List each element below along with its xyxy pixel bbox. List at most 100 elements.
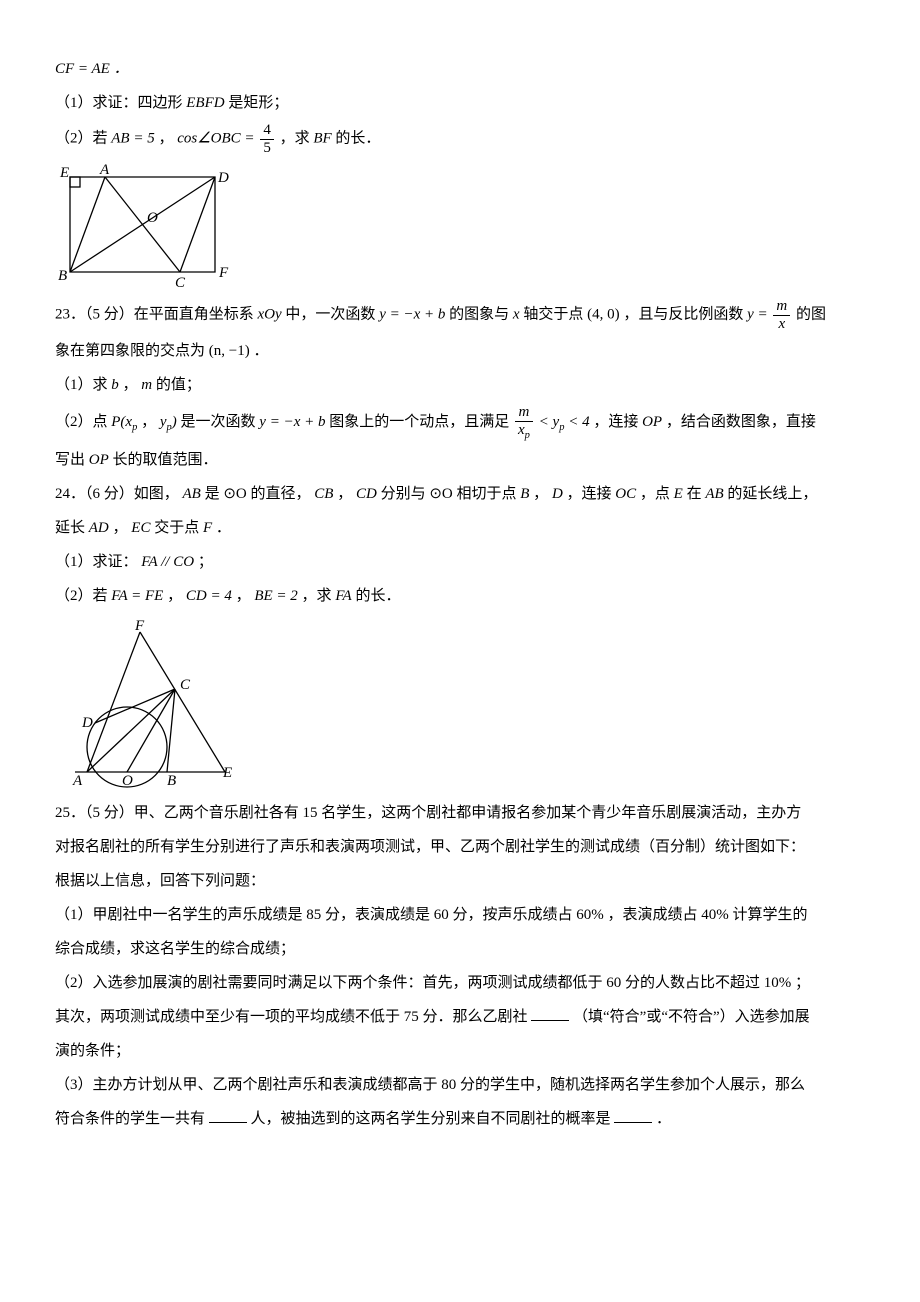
q23-line2: 象在第四象限的交点为 (n, −1) ．: [55, 336, 865, 366]
text: （2）若: [55, 130, 108, 146]
math: E: [674, 486, 683, 502]
text: 在: [687, 486, 702, 502]
text: 的图: [796, 306, 826, 322]
text: 中，一次函数: [285, 306, 375, 322]
math: F: [203, 520, 212, 536]
label-A: A: [99, 162, 110, 178]
math: AB: [183, 486, 201, 502]
denominator: xp: [515, 422, 533, 442]
math: FA // CO: [141, 554, 194, 570]
math: y: [160, 414, 167, 430]
text: 的长．: [355, 588, 400, 604]
blank: [531, 1005, 569, 1021]
math: CD: [356, 486, 377, 502]
q25-p3b: 符合条件的学生一共有 人，被抽选到的这两名学生分别来自不同剧社的概率是 ．: [55, 1104, 865, 1134]
text: （1）求证：: [55, 554, 138, 570]
q22-part2: （2）若 AB = 5 ， cos∠OBC = 4 5 ，求 BF 的长．: [55, 122, 865, 156]
text: 交于点: [154, 520, 199, 536]
text: 符合条件的学生一共有: [55, 1111, 209, 1127]
label-O: O: [122, 773, 133, 789]
q25-line3: 根据以上信息，回答下列问题：: [55, 866, 865, 896]
math: x: [513, 306, 520, 322]
math: ): [172, 414, 177, 430]
q25-p2b: 其次，两项测试成绩中至少有一项的平均成绩不低于 75 分．那么乙剧社 （填“符合…: [55, 1002, 865, 1032]
math: B: [520, 486, 529, 502]
label-E: E: [222, 765, 232, 781]
text: ，求: [280, 130, 310, 146]
q25-p1b: 综合成绩，求这名学生的综合成绩；: [55, 934, 865, 964]
q25-p3: （3）主办方计划从甲、乙两个剧社声乐和表演成绩都高于 80 分的学生中，随机选择…: [55, 1070, 865, 1100]
math: BE = 2: [254, 588, 297, 604]
q25-p2: （2）入选参加展演的剧社需要同时满足以下两个条件：首先，两项测试成绩都低于 60…: [55, 968, 865, 998]
label-B: B: [167, 773, 176, 789]
q22-figure: E A D B C F O: [55, 162, 230, 292]
label-C: C: [175, 275, 186, 291]
math: (n, −1): [209, 343, 250, 359]
text: ，: [158, 130, 177, 146]
text: （1）求: [55, 377, 108, 393]
text: （2）点: [55, 414, 108, 430]
text: ．: [656, 1111, 671, 1127]
math: EC: [131, 520, 150, 536]
math: y = −x + b: [379, 306, 445, 322]
text: ，: [167, 588, 182, 604]
label-C: C: [180, 677, 191, 693]
q24-part1: （1）求证： FA // CO ；: [55, 547, 865, 577]
text: （填“符合”或“不符合”）入选参加展: [573, 1009, 810, 1025]
text: 的直径，: [251, 486, 311, 502]
text: （2）若: [55, 588, 108, 604]
sub: p: [132, 422, 137, 433]
math: EBFD: [186, 95, 224, 111]
text: ，连接: [567, 486, 612, 502]
text: ，点: [640, 486, 670, 502]
q23-part2b: 写出 OP 长的取值范围．: [55, 445, 865, 475]
text: ；: [198, 554, 213, 570]
text: CF = AE ．: [55, 61, 129, 77]
text: 是: [205, 486, 220, 502]
text: 图象上的一个动点，且满足: [329, 414, 509, 430]
text: ，: [113, 520, 128, 536]
q22-part1: （1）求证：四边形 EBFD 是矩形；: [55, 88, 865, 118]
text: 象在第四象限的交点为: [55, 343, 205, 359]
preface-eq: CF = AE ．: [55, 54, 865, 84]
text: 24．（6 分）如图，: [55, 486, 179, 502]
math: xOy: [258, 306, 282, 322]
blank: [614, 1107, 652, 1123]
label-O: O: [147, 210, 158, 226]
text: ，: [141, 414, 156, 430]
q23-part1: （1）求 b ， m 的值；: [55, 370, 865, 400]
math: D: [552, 486, 563, 502]
math: AD: [89, 520, 109, 536]
math: BF: [313, 130, 331, 146]
label-D: D: [81, 715, 93, 731]
label-B: B: [58, 268, 67, 284]
math: OP: [89, 452, 109, 468]
text: 23．（5 分）在平面直角坐标系: [55, 306, 254, 322]
math: FA: [335, 588, 351, 604]
fraction: m x: [773, 298, 790, 332]
fraction: m xp: [515, 404, 533, 441]
denominator: 5: [260, 140, 274, 157]
text: 的延长线上，: [727, 486, 817, 502]
math: cos∠OBC =: [177, 130, 254, 146]
math: FA = FE: [111, 588, 163, 604]
text: ，且与反比例函数: [623, 306, 743, 322]
text: ，: [337, 486, 352, 502]
fraction: 4 5: [260, 122, 274, 156]
math: < yp < 4: [539, 414, 590, 430]
q24-line1: 24．（6 分）如图， AB 是 ⊙O 的直径， CB ， CD 分别与 ⊙O …: [55, 479, 865, 509]
q25-line1: 25．（5 分）甲、乙两个音乐剧社各有 15 名学生，这两个剧社都申请报名参加某…: [55, 798, 865, 828]
q24-part2: （2）若 FA = FE ， CD = 4 ， BE = 2 ，求 FA 的长．: [55, 581, 865, 611]
text: （1）求证：四边形: [55, 95, 183, 111]
text: 的值；: [156, 377, 201, 393]
text: 是一次函数: [181, 414, 256, 430]
label-A: A: [72, 773, 83, 789]
text: 的长．: [335, 130, 380, 146]
q23-line1: 23．（5 分）在平面直角坐标系 xOy 中，一次函数 y = −x + b 的…: [55, 298, 865, 332]
label-F: F: [218, 265, 229, 281]
text: 其次，两项测试成绩中至少有一项的平均成绩不低于 75 分．那么乙剧社: [55, 1009, 531, 1025]
numerator: 4: [260, 122, 274, 140]
text: ，: [236, 588, 251, 604]
math: m: [141, 377, 152, 393]
text: 延长: [55, 520, 85, 536]
